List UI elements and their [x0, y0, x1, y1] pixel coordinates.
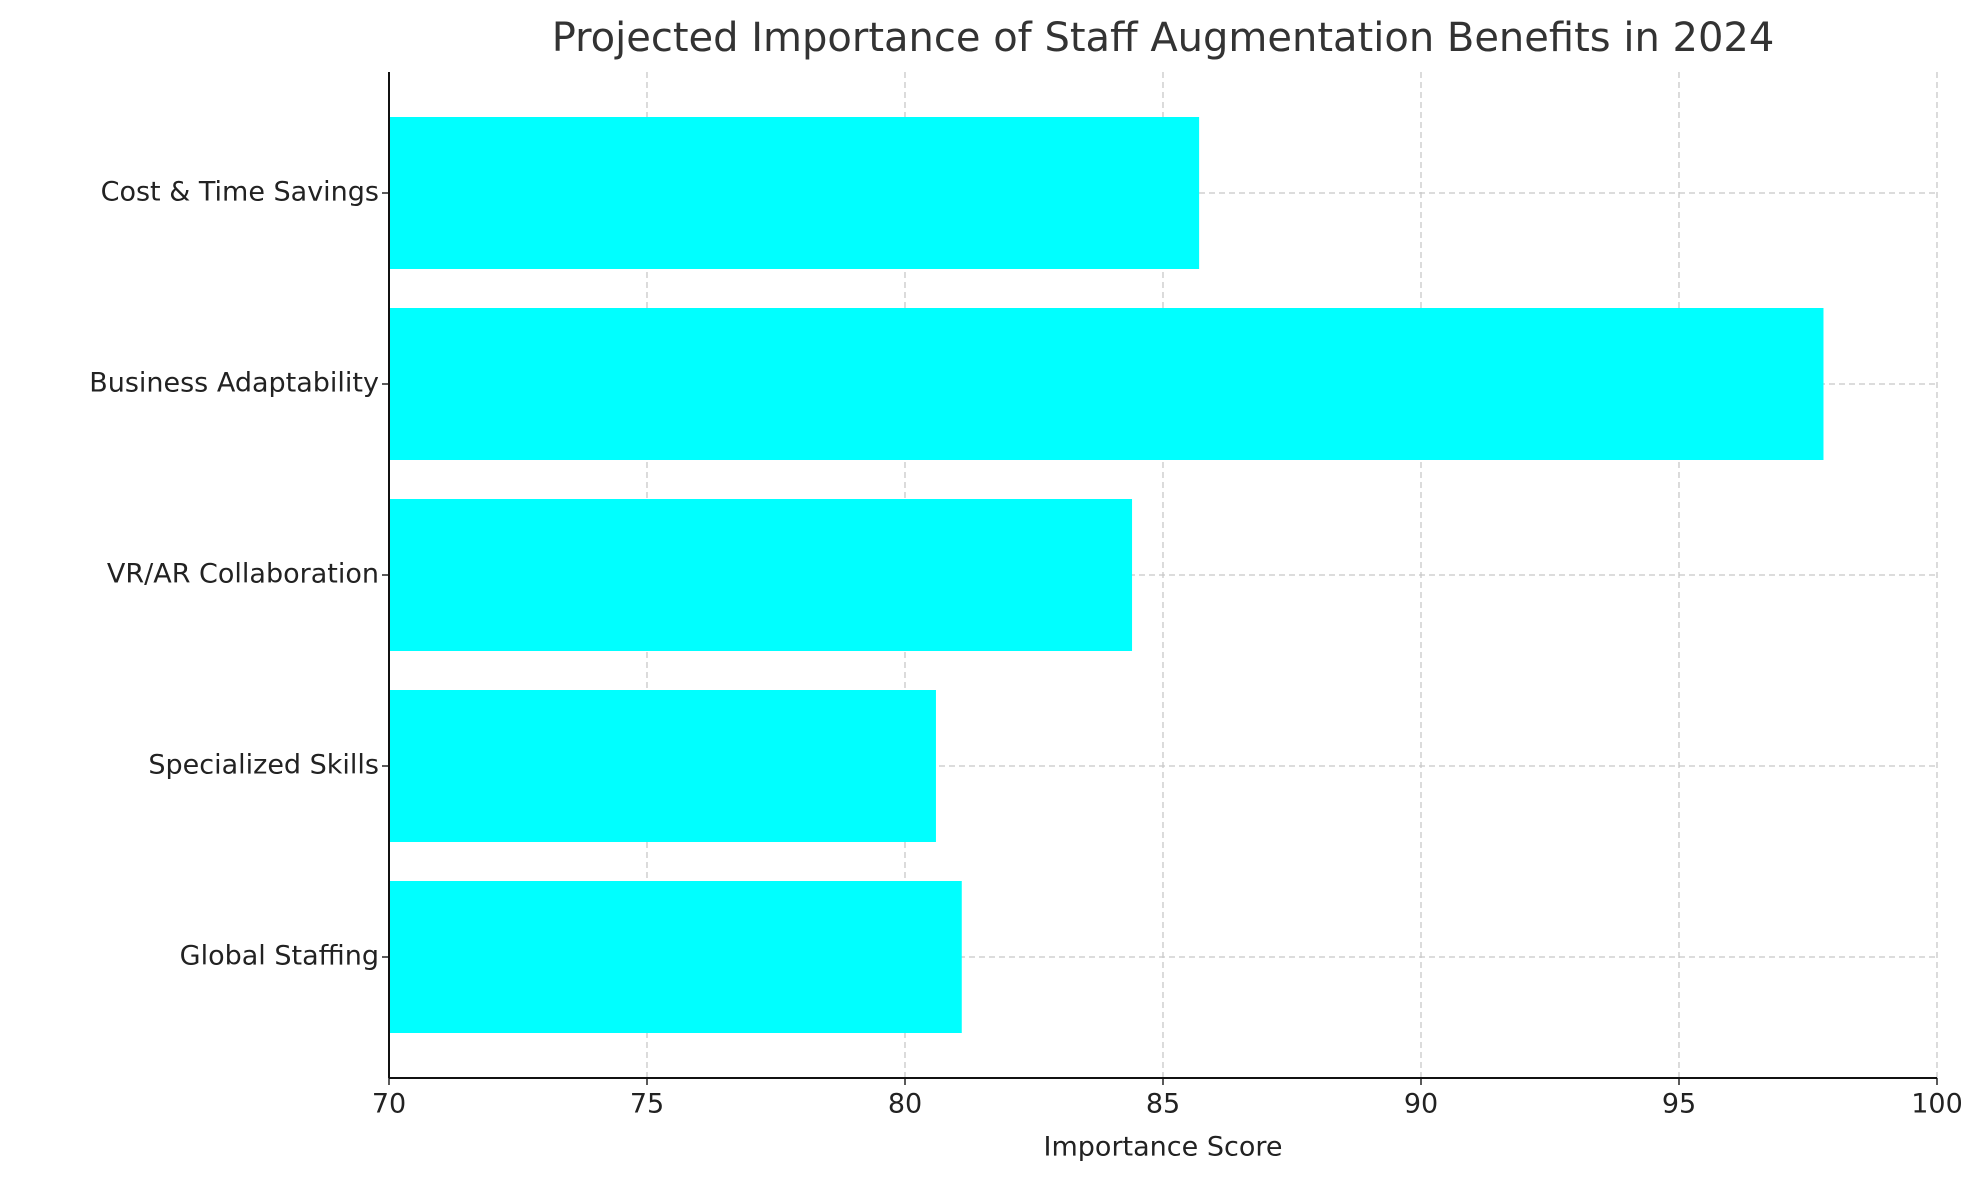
bar: [389, 690, 936, 842]
y-tick-label: VR/AR Collaboration: [107, 559, 379, 590]
x-tick-label: 95: [1662, 1089, 1696, 1120]
bar: [389, 308, 1824, 460]
y-tick-label: Business Adaptability: [89, 368, 379, 399]
x-axis-label: Importance Score: [1044, 1132, 1283, 1163]
chart-title: Projected Importance of Staff Augmentati…: [552, 15, 1775, 61]
x-tick-label: 75: [630, 1089, 664, 1120]
x-tick-label: 70: [372, 1089, 406, 1120]
x-tick-label: 100: [1911, 1089, 1963, 1120]
x-tick-label: 90: [1404, 1089, 1438, 1120]
y-tick-label: Cost & Time Savings: [101, 177, 379, 208]
x-tick-label: 85: [1146, 1089, 1180, 1120]
y-tick-label: Specialized Skills: [148, 750, 379, 781]
bar: [389, 499, 1133, 651]
bar: [389, 881, 962, 1033]
bar: [389, 117, 1200, 269]
y-tick-label: Global Staffing: [180, 941, 379, 972]
x-tick-label: 80: [888, 1089, 922, 1120]
